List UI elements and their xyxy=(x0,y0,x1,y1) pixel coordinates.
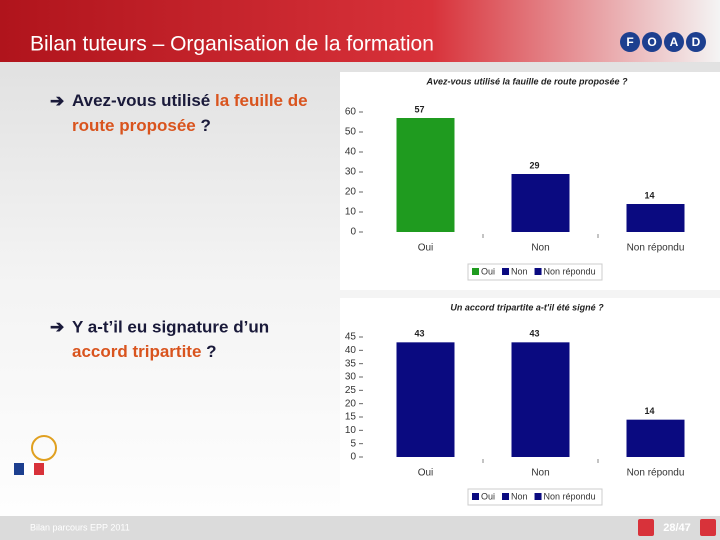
bullet: ➔ xyxy=(50,91,64,110)
question: accord tripartite ? xyxy=(72,342,217,361)
y-tick-label: 10 xyxy=(345,425,357,436)
logo-dot xyxy=(620,32,640,52)
legend-label: Non répondu xyxy=(544,491,596,501)
x-tick-label: Non répondu xyxy=(627,468,685,479)
question-part: Avez-vous utilisé xyxy=(72,91,215,110)
y-tick-label: 20 xyxy=(345,398,357,409)
legend-swatch xyxy=(502,268,510,275)
logo-letter: A xyxy=(670,35,679,49)
y-tick-label: 5 xyxy=(350,438,356,449)
footer: Bilan parcours EPP 2011 xyxy=(30,522,130,532)
legend-swatch xyxy=(502,493,510,500)
legend-swatch xyxy=(472,268,479,275)
value-label: 14 xyxy=(644,406,654,416)
logo-letter: O xyxy=(647,35,656,49)
page-number: 28/47 xyxy=(663,522,691,534)
value-label: 43 xyxy=(414,329,424,339)
y-tick-label: 40 xyxy=(345,147,357,158)
question: Y a-t’il eu signature d’un xyxy=(72,317,269,336)
question: route proposée ? xyxy=(72,116,211,135)
x-tick-label: Non répondu xyxy=(627,243,685,254)
logo: F O A D xyxy=(620,32,706,52)
bar xyxy=(511,174,570,232)
legend-label: Oui xyxy=(481,266,495,276)
y-tick-label: 30 xyxy=(345,167,357,178)
y-tick-label: 40 xyxy=(345,345,357,356)
next-button[interactable] xyxy=(700,519,716,536)
legend-label: Non xyxy=(511,491,528,501)
x-tick-label: Oui xyxy=(418,468,434,479)
chart-title: Avez-vous utilisé la fauille de route pr… xyxy=(425,76,628,86)
legend-label: Non répondu xyxy=(544,266,596,276)
x-tick-label: Non xyxy=(531,243,549,254)
x-tick-label: Non xyxy=(531,468,549,479)
y-tick-label: 30 xyxy=(345,372,357,383)
y-tick-label: 35 xyxy=(345,358,357,369)
bar xyxy=(396,342,455,457)
y-tick-label: 15 xyxy=(345,412,357,423)
logo-dot xyxy=(642,32,662,52)
value-label: 43 xyxy=(529,329,539,339)
logo-dot xyxy=(664,32,684,52)
bar xyxy=(626,419,685,457)
bar xyxy=(626,204,685,232)
prev-button[interactable] xyxy=(638,519,654,536)
slide-title: Bilan tuteurs – Organisation de la forma… xyxy=(30,33,434,56)
flag xyxy=(14,463,24,475)
x-tick-label: Oui xyxy=(418,243,434,254)
y-tick-label: 0 xyxy=(350,227,356,238)
flag xyxy=(24,463,34,475)
value-label: 57 xyxy=(414,104,424,114)
logo-dot xyxy=(686,32,706,52)
logo-letter: D xyxy=(692,35,701,49)
legend-swatch xyxy=(534,268,542,275)
chart-title: Un accord tripartite a-t'il été signé ? xyxy=(450,302,604,312)
legend-label: Non xyxy=(511,266,528,276)
y-tick-label: 25 xyxy=(345,385,357,396)
y-tick-label: 20 xyxy=(345,187,357,198)
legend-box xyxy=(467,263,603,281)
question: Avez-vous utilisé la feuille de xyxy=(72,91,308,110)
question-part: accord tripartite xyxy=(72,342,201,361)
legend-box xyxy=(467,488,603,506)
question-part: ? xyxy=(196,116,211,135)
logo-letter: F xyxy=(626,35,633,49)
question-part: route proposée xyxy=(72,116,196,135)
ministry-logo xyxy=(14,435,57,475)
footer-band xyxy=(0,516,720,540)
value-label: 29 xyxy=(529,160,539,170)
legend-swatch xyxy=(534,493,542,500)
y-tick-label: 10 xyxy=(345,207,357,218)
question-part: la feuille de xyxy=(215,91,308,110)
y-tick-label: 45 xyxy=(345,332,357,343)
y-tick-label: 60 xyxy=(345,107,357,118)
y-tick-label: 0 xyxy=(350,452,356,463)
value-label: 14 xyxy=(644,190,654,200)
bar xyxy=(396,118,455,232)
question-part: ? xyxy=(201,342,216,361)
bar xyxy=(511,342,570,457)
y-tick-label: 50 xyxy=(345,127,357,138)
logo-ring xyxy=(31,435,57,461)
legend-label: Oui xyxy=(481,491,495,501)
bullet: ➔ xyxy=(50,317,64,336)
header-band xyxy=(0,0,720,62)
flag xyxy=(34,463,44,475)
legend-swatch xyxy=(472,493,479,500)
